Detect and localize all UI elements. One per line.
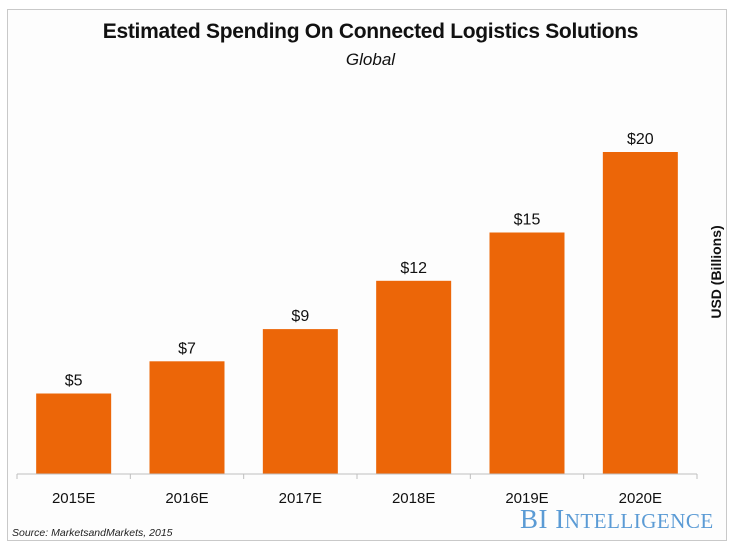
x-tick-label-2016E: 2016E bbox=[165, 490, 208, 507]
data-label-2019E: $15 bbox=[514, 212, 541, 229]
data-label-2020E: $20 bbox=[627, 131, 654, 148]
x-tick-label-2020E: 2020E bbox=[619, 490, 662, 507]
data-label-2015E: $5 bbox=[65, 373, 83, 390]
bar-2017E bbox=[262, 329, 338, 474]
brand-first: BI bbox=[520, 504, 556, 534]
chart-subtitle: Global bbox=[345, 50, 396, 69]
x-tick-label-2019E: 2019E bbox=[505, 490, 548, 507]
bar-2018E bbox=[376, 280, 452, 474]
brand-cap: I bbox=[555, 504, 565, 534]
data-label-2018E: $12 bbox=[400, 260, 427, 277]
data-label-2016E: $7 bbox=[178, 340, 196, 357]
x-tick-label-2018E: 2018E bbox=[392, 490, 435, 507]
bar-2020E bbox=[602, 152, 678, 474]
source-note: Source: MarketsandMarkets, 2015 bbox=[12, 527, 173, 539]
y-axis-label: USD (Billions) bbox=[708, 225, 724, 319]
x-tick-label-2017E: 2017E bbox=[279, 490, 322, 507]
bar-2019E bbox=[489, 232, 565, 474]
x-tick-label-2015E: 2015E bbox=[52, 490, 95, 507]
chart-title: Estimated Spending On Connected Logistic… bbox=[102, 20, 639, 43]
bar-2015E bbox=[36, 393, 112, 474]
bar-2016E bbox=[149, 361, 225, 474]
brand-rest: NTELLIGENCE bbox=[564, 509, 714, 533]
bi-intelligence-logo: BI INTELLIGENCE bbox=[520, 504, 714, 535]
data-label-2017E: $9 bbox=[291, 308, 309, 325]
